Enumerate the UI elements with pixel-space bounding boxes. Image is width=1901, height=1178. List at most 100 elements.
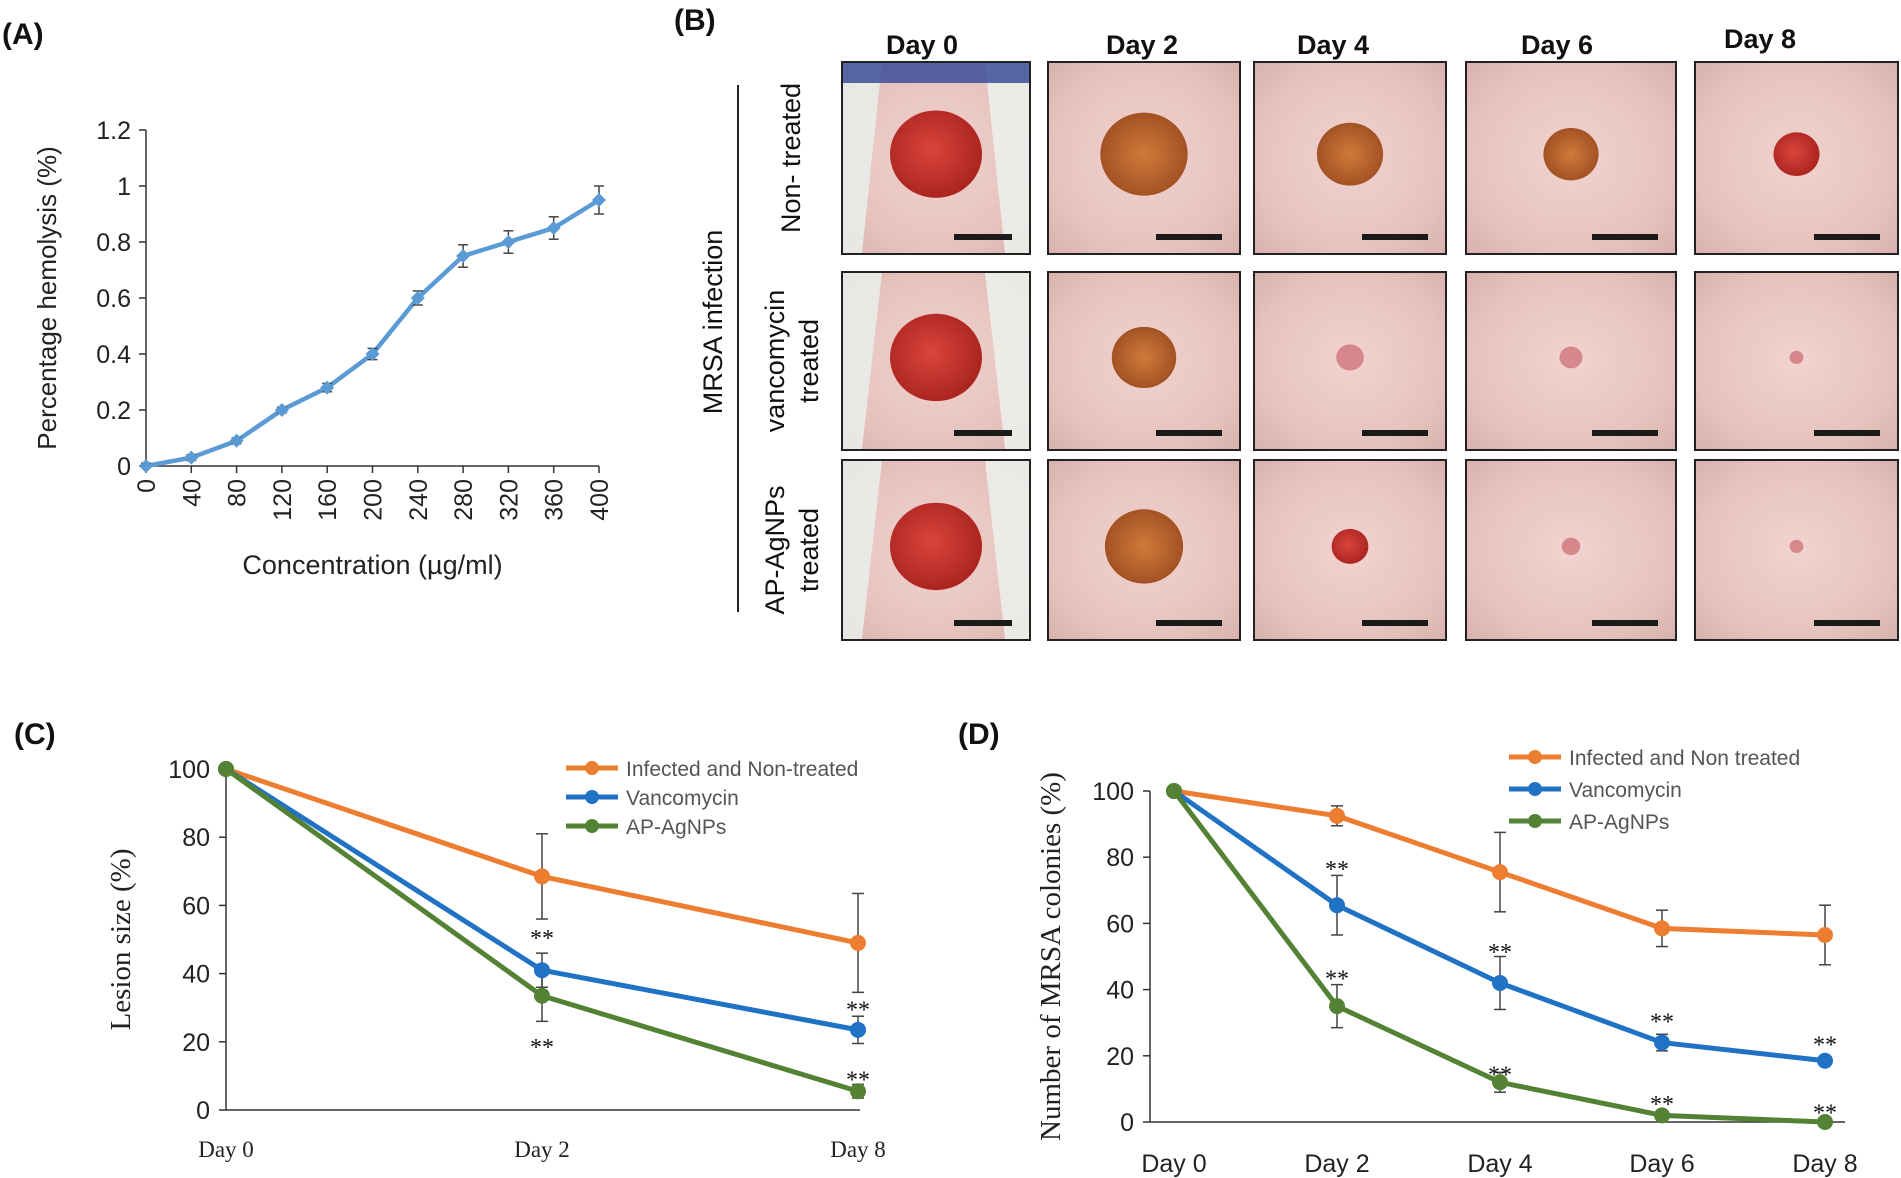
data-point [1817, 926, 1833, 943]
x-tick-label: 320 [495, 479, 523, 521]
chart-a-hemolysis: 0 0.2 0.4 0.6 0.8 1 1.2 0 40 80 120 160 200 240 280 320… [32, 117, 614, 580]
day-header: Day 8 [1724, 24, 1796, 54]
x-tick-label: 120 [269, 479, 297, 521]
data-point-hemolysis [592, 193, 606, 207]
fur-right [985, 273, 1029, 449]
data-point [218, 761, 234, 777]
legend-label: Infected and Non-treated [626, 758, 858, 781]
chart-c-lesion-size: 0 20 40 60 80 100 Day 0 Day 2 Day 8 Lesion size (… [105, 756, 886, 1162]
scale-bar [1592, 234, 1658, 240]
data-point [850, 1083, 866, 1100]
wound-photo [1694, 459, 1899, 641]
y-tick-label: 0.4 [96, 341, 131, 369]
data-point [1329, 998, 1345, 1015]
scale-bar [1814, 234, 1880, 240]
panel-label-d: (D) [958, 718, 1000, 751]
legend-label: Vancomycin [626, 787, 739, 810]
data-point [1329, 897, 1345, 914]
panel-label-c: (C) [14, 718, 56, 751]
significance-marker: ** [846, 998, 870, 1024]
scale-bar [954, 234, 1012, 240]
row-label: Non- treated [776, 83, 806, 233]
data-point [534, 868, 550, 885]
data-point [1492, 1074, 1508, 1091]
data-point [1329, 807, 1345, 824]
x-axis-title: Concentration (µg/ml) [242, 550, 502, 580]
wound-photo [841, 459, 1031, 641]
x-tick-label: Day 0 [1141, 1150, 1206, 1178]
wound-photo [1047, 61, 1241, 255]
data-point-hemolysis [229, 433, 244, 448]
panel-b-wound-photos: MRSA infection Day 0 Day 2 Day 4 Day 6 Day 8… [698, 24, 1899, 641]
legend-label: AP-AgNPs [1569, 811, 1669, 834]
x-tick-label: 40 [178, 479, 206, 507]
y-tick-label: 60 [182, 892, 210, 920]
x-tick-label: 280 [450, 479, 478, 521]
panel-label-b: (B) [674, 4, 716, 37]
scale-bar [1362, 234, 1428, 240]
fur-left [843, 63, 882, 253]
wound-lesion [1111, 326, 1177, 389]
data-point [850, 1021, 866, 1038]
scale-bar [1592, 430, 1658, 436]
wound-photo [1694, 61, 1899, 255]
y-tick-label: 0.6 [96, 285, 131, 313]
row-label: treated [794, 319, 824, 403]
data-point [1654, 920, 1670, 937]
day-header: Day 2 [1106, 30, 1178, 60]
y-tick-label: 40 [1106, 977, 1134, 1005]
wound-lesion [1789, 539, 1804, 553]
data-point-hemolysis [184, 450, 199, 465]
legend-marker [1528, 814, 1542, 828]
legend-marker [585, 819, 599, 833]
wound-lesion [1336, 344, 1364, 371]
wound-photo [841, 271, 1031, 451]
scale-bar [954, 430, 1012, 436]
data-point [1492, 974, 1508, 991]
wound-lesion [1789, 350, 1804, 364]
y-tick-label: 0.2 [96, 397, 131, 425]
significance-marker: ** [1488, 940, 1512, 966]
x-tick-label: 400 [586, 479, 614, 521]
significance-marker: ** [530, 1035, 554, 1061]
x-tick-label: Day 0 [198, 1137, 254, 1162]
y-axis-title: Number of MRSA colonies (%) [1035, 772, 1067, 1141]
data-point [534, 987, 550, 1004]
y-tick-label: 80 [182, 824, 210, 852]
legend-marker [585, 790, 599, 804]
data-point-hemolysis [139, 459, 153, 473]
scale-bar [954, 620, 1012, 626]
wound-lesion [1104, 509, 1184, 584]
drape-blue [843, 63, 1029, 83]
chart-d-mrsa-colonies: 0 20 40 60 80 100 Day 0 Day 2 Day 4 Day 6 Day 8 Num… [1035, 747, 1858, 1178]
row-label: treated [794, 508, 824, 592]
data-point-hemolysis [365, 347, 380, 361]
legend-marker [1528, 782, 1542, 796]
wound-photo [1694, 271, 1899, 451]
y-axis-title: Lesion size (%) [105, 849, 137, 1031]
wound-photo [841, 61, 1031, 255]
y-tick-label: 100 [168, 756, 210, 784]
day-header: Day 4 [1297, 30, 1369, 60]
wound-lesion [890, 110, 982, 198]
x-tick-label: Day 8 [830, 1137, 886, 1162]
wound-lesion [1543, 127, 1599, 181]
y-tick-label: 100 [1092, 778, 1134, 806]
scale-bar [1814, 620, 1880, 626]
data-point [1492, 864, 1508, 881]
wound-photo [1465, 61, 1677, 255]
data-point-hemolysis [501, 235, 516, 249]
scale-bar [1362, 620, 1428, 626]
wound-photo [1465, 459, 1677, 641]
wound-photo [1253, 459, 1447, 641]
wound-lesion [1100, 112, 1188, 196]
wound-photo [1465, 271, 1677, 451]
y-tick-label: 20 [182, 1029, 210, 1057]
scale-bar [1362, 430, 1428, 436]
day-header: Day 6 [1521, 30, 1593, 60]
data-point-hemolysis [274, 403, 289, 417]
series-line-hemolysis [145, 198, 601, 469]
y-tick-label: 0 [117, 453, 131, 481]
wound-photo [1047, 459, 1241, 641]
